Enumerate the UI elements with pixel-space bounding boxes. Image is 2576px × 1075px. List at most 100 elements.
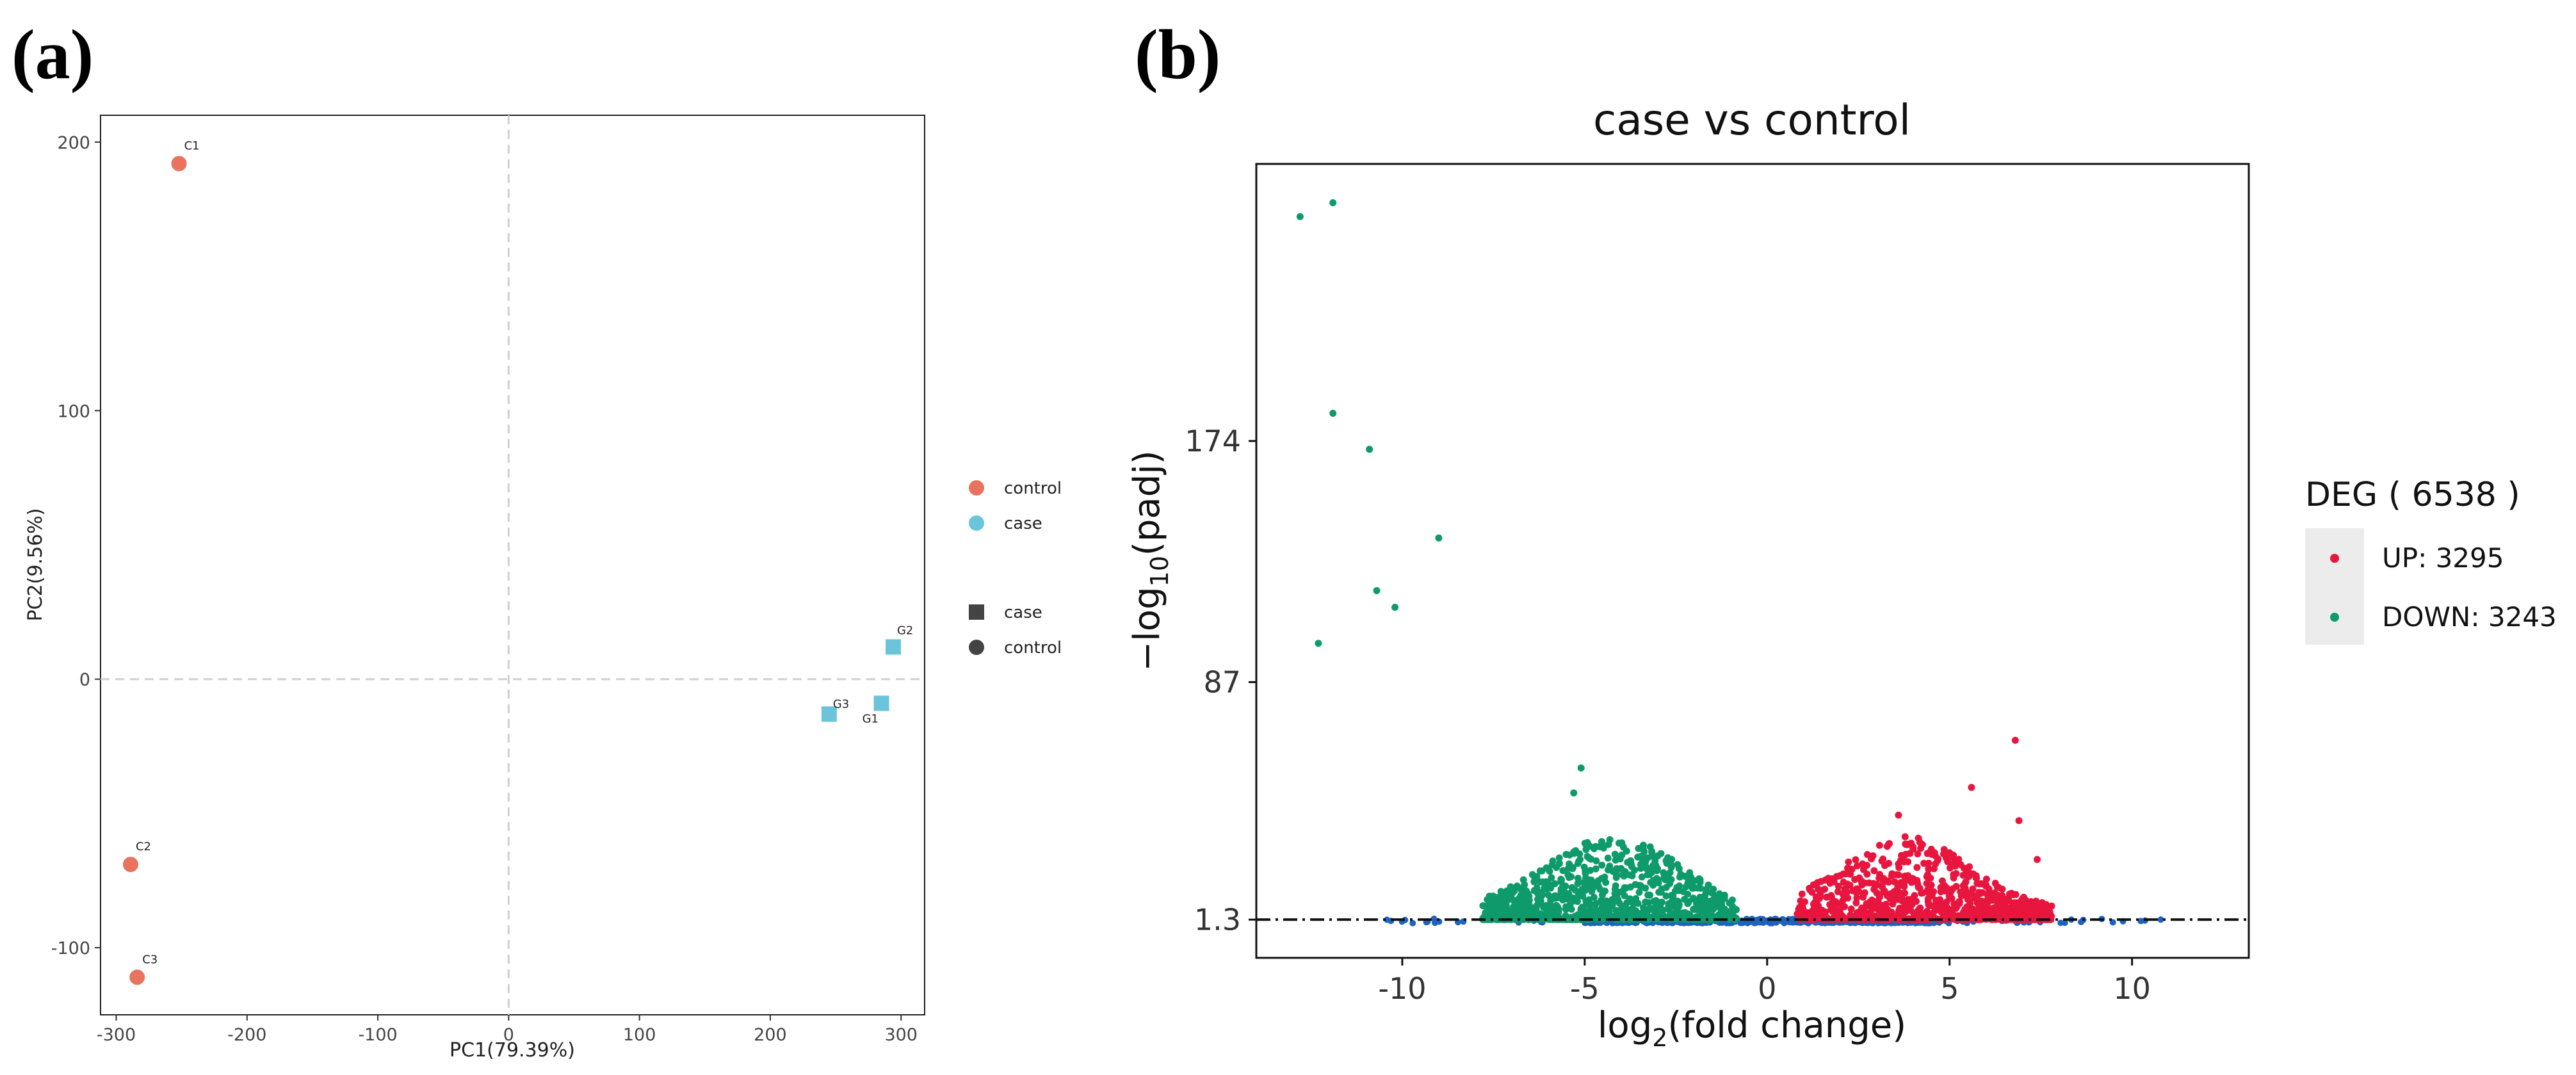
volcano-down-point xyxy=(1702,910,1710,918)
volcano-down-point xyxy=(1525,896,1533,904)
volcano-up-point xyxy=(1908,878,1915,886)
volcano-x-tick-label: -5 xyxy=(1570,971,1600,1006)
volcano-down-point xyxy=(1551,880,1559,887)
pca-y-axis-label: PC2(9.56%) xyxy=(24,508,47,622)
volcano-down-point xyxy=(1710,896,1717,903)
pca-y-tick-label: -100 xyxy=(51,939,90,958)
volcano-down-point xyxy=(1555,854,1563,862)
volcano-down-point xyxy=(1606,862,1614,870)
volcano-up-point xyxy=(1914,850,1922,858)
volcano-up-point xyxy=(1965,873,1973,880)
volcano-up-point xyxy=(1946,864,1954,872)
volcano-up-point xyxy=(2014,901,2022,909)
volcano-up-point xyxy=(1885,878,1893,886)
volcano-up-point xyxy=(1901,833,1909,841)
volcano-up-point xyxy=(1949,853,1957,861)
panel-label-a: (a) xyxy=(12,15,94,93)
volcano-down-point xyxy=(1536,878,1544,886)
volcano-down-point xyxy=(1627,857,1635,864)
volcano-up-point xyxy=(1846,882,1854,889)
volcano-down-point xyxy=(1596,885,1604,893)
volcano-down-point xyxy=(1632,895,1640,903)
volcano-up-point xyxy=(2009,899,2016,907)
volcano-down-point xyxy=(1640,904,1648,912)
volcano-down-point xyxy=(1639,841,1647,849)
volcano-up-point xyxy=(1798,890,1806,898)
volcano-up-point xyxy=(2012,891,2020,898)
volcano-down-point xyxy=(1583,843,1591,851)
volcano-up-point xyxy=(1930,888,1938,896)
volcano-up-point xyxy=(1875,893,1883,901)
volcano-up-point xyxy=(1982,875,1990,883)
volcano-down-point xyxy=(1635,889,1643,896)
pca-point-g2 xyxy=(885,639,901,655)
volcano-down-point xyxy=(1690,884,1697,892)
volcano-down-point xyxy=(1315,640,1322,647)
volcano-up-point xyxy=(1870,867,1878,875)
pca-x-tick-label: 200 xyxy=(754,1025,787,1045)
volcano-up-point xyxy=(1934,902,1942,910)
volcano-up-point xyxy=(1909,899,1917,907)
volcano-up-point xyxy=(2034,903,2042,910)
volcano-down-point xyxy=(1720,894,1728,902)
volcano-down-point xyxy=(1553,903,1561,910)
volcano-down-point xyxy=(1598,891,1606,899)
volcano-down-point xyxy=(1391,603,1399,611)
volcano-up-point xyxy=(1814,878,1822,886)
volcano-down-point xyxy=(1598,903,1606,911)
volcano-up-point xyxy=(1797,897,1804,905)
volcano-up-point xyxy=(1831,903,1838,910)
volcano-down-point xyxy=(1619,871,1626,878)
volcano-up-point xyxy=(1875,841,1883,849)
volcano-down-point xyxy=(1672,910,1680,918)
volcano-down-point xyxy=(1646,891,1654,899)
volcano-down-point xyxy=(1628,872,1636,880)
volcano-up-point xyxy=(1966,863,1973,871)
volcano-up-point xyxy=(1972,874,1980,882)
volcano-down-point xyxy=(1572,847,1580,855)
volcano-up-point xyxy=(1915,914,1922,922)
volcano-ns-point xyxy=(1780,917,1787,925)
volcano-down-point xyxy=(1657,901,1664,909)
volcano-down-point xyxy=(1707,906,1715,914)
pca-x-tick-label: -300 xyxy=(97,1025,136,1045)
volcano-up-point xyxy=(1822,908,1829,916)
volcano-down-point xyxy=(1604,854,1612,862)
volcano-axis-ticks: -10 -5 0 5 10 1.3 87 174 xyxy=(1185,424,2151,1006)
volcano-legend-up-label: UP: 3295 xyxy=(2382,542,2504,574)
volcano-down-point xyxy=(1553,864,1560,871)
volcano-down-point xyxy=(1611,885,1619,893)
volcano-up-point xyxy=(1904,872,1912,880)
pca-point-label: C3 xyxy=(142,953,158,966)
volcano-x-axis-label: log2(fold change) xyxy=(1598,1005,1906,1052)
volcano-up-point xyxy=(2032,897,2040,905)
volcano-up-point xyxy=(1925,859,1932,867)
volcano-down-point xyxy=(1512,884,1519,891)
volcano-up-point xyxy=(1901,900,1909,907)
volcano-down-point xyxy=(1706,916,1714,923)
pca-reference-lines xyxy=(101,115,925,1015)
volcano-up-point xyxy=(1870,885,1878,893)
volcano-up-point xyxy=(1879,901,1887,909)
volcano-down-point xyxy=(1533,873,1541,880)
volcano-down-point xyxy=(1662,876,1669,884)
volcano-up-point xyxy=(1938,877,1946,885)
volcano-up-point xyxy=(1944,858,1952,866)
pca-x-tick-label: 0 xyxy=(503,1025,514,1045)
pca-legend: control case case control xyxy=(969,479,1062,658)
volcano-down-point xyxy=(1653,875,1660,882)
volcano-up-point xyxy=(2046,912,2054,920)
volcano-up-point xyxy=(1948,894,1956,902)
pca-plot: -300 -200 -100 0 100 200 300 -100 0 100 200 C1 C2 C3… xyxy=(24,115,1062,1062)
volcano-down-point xyxy=(1580,903,1587,911)
volcano-legend-down-key xyxy=(2330,613,2339,622)
volcano-down-point xyxy=(1592,843,1600,850)
volcano-down-point xyxy=(1666,869,1674,877)
pca-point-label: G3 xyxy=(833,697,849,711)
volcano-down-point xyxy=(1587,877,1595,884)
volcano-legend-up-key xyxy=(2330,554,2339,563)
pca-legend-label: control xyxy=(1004,479,1062,498)
volcano-up-point xyxy=(1943,903,1951,911)
volcano-up-point xyxy=(1926,848,1934,855)
volcano-down-point xyxy=(1603,901,1611,909)
